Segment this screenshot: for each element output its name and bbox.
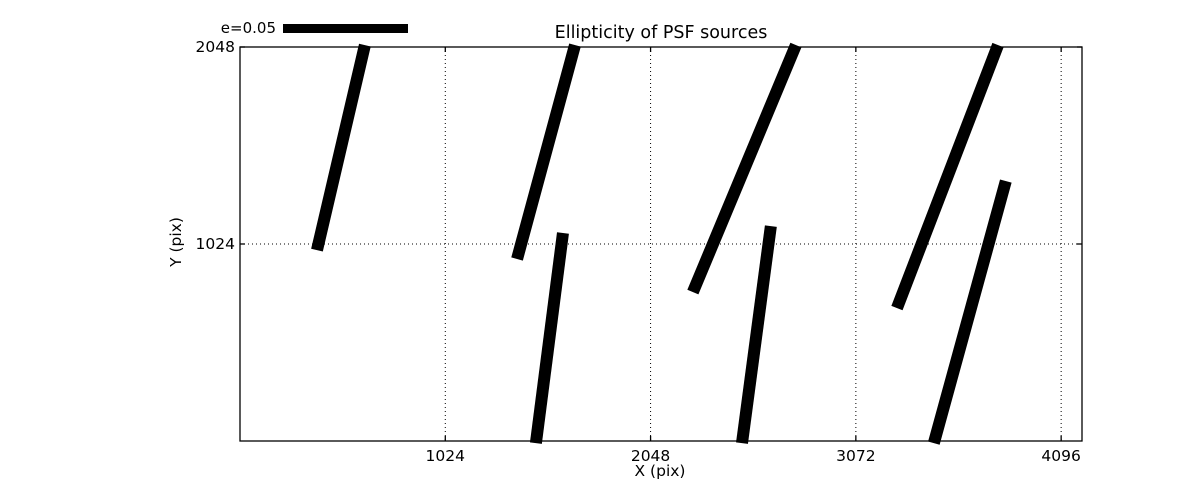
- x-tick-label: 4096: [1041, 447, 1081, 465]
- y-tick-label: 1024: [195, 235, 235, 253]
- legend-bar-swatch: [283, 23, 408, 33]
- x-tick-label: 2048: [630, 447, 671, 465]
- x-axis-label: X (pix): [634, 462, 686, 480]
- ellipticity-whisker: [736, 225, 777, 444]
- axes-frame: [239, 46, 1083, 442]
- x-tick-label: 1024: [425, 447, 466, 465]
- ellipticity-whisker: [311, 43, 371, 252]
- ellipticity-whisker: [511, 43, 581, 261]
- ellipticity-whisker: [529, 232, 569, 444]
- ellipticity-whisker: [687, 42, 802, 295]
- y-axis-label: Y (pix): [167, 217, 185, 267]
- ellipticity-whisker: [928, 179, 1012, 445]
- y-tick-label: 2048: [195, 38, 235, 56]
- x-tick-label: 3072: [836, 447, 876, 465]
- legend-label: e=0.05: [220, 19, 276, 37]
- ellipticity-whisker: [891, 42, 1004, 311]
- legend: e=0.05: [190, 19, 408, 37]
- chart-title: Ellipticity of PSF sources: [554, 23, 768, 43]
